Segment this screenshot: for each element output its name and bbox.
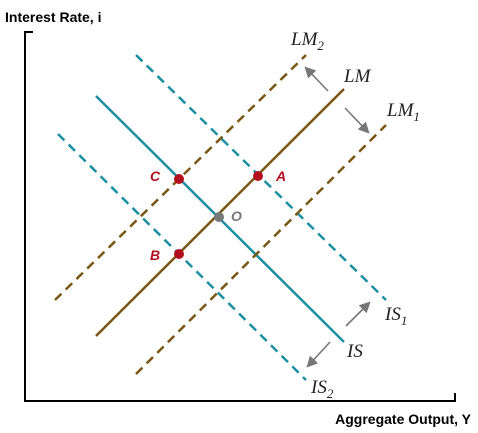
is2-label: IS2 bbox=[310, 377, 334, 401]
lm-shift-left-arrow bbox=[306, 68, 328, 91]
lm2-label: LM2 bbox=[290, 29, 324, 53]
shift-arrows bbox=[306, 68, 369, 366]
point-a-label: A bbox=[275, 168, 286, 184]
point-c-marker bbox=[174, 174, 184, 184]
is-shift-left-arrow bbox=[308, 342, 330, 366]
x-axis-title: Aggregate Output, Y bbox=[335, 411, 472, 427]
point-o-marker bbox=[214, 212, 224, 222]
lm1-label: LM1 bbox=[386, 100, 420, 124]
is1-label: IS1 bbox=[384, 304, 407, 328]
is-label: IS bbox=[346, 341, 363, 362]
point-b-marker bbox=[174, 249, 184, 259]
lm-label: LM bbox=[343, 66, 372, 87]
lm-shift-right-arrow bbox=[345, 108, 368, 132]
point-c-label: C bbox=[150, 168, 161, 184]
is-shift-right-arrow bbox=[346, 303, 369, 326]
point-b-label: B bbox=[150, 247, 160, 263]
y-axis-title: Interest Rate, i bbox=[5, 9, 101, 25]
point-o-label: O bbox=[231, 208, 242, 224]
point-a-marker bbox=[253, 171, 263, 181]
